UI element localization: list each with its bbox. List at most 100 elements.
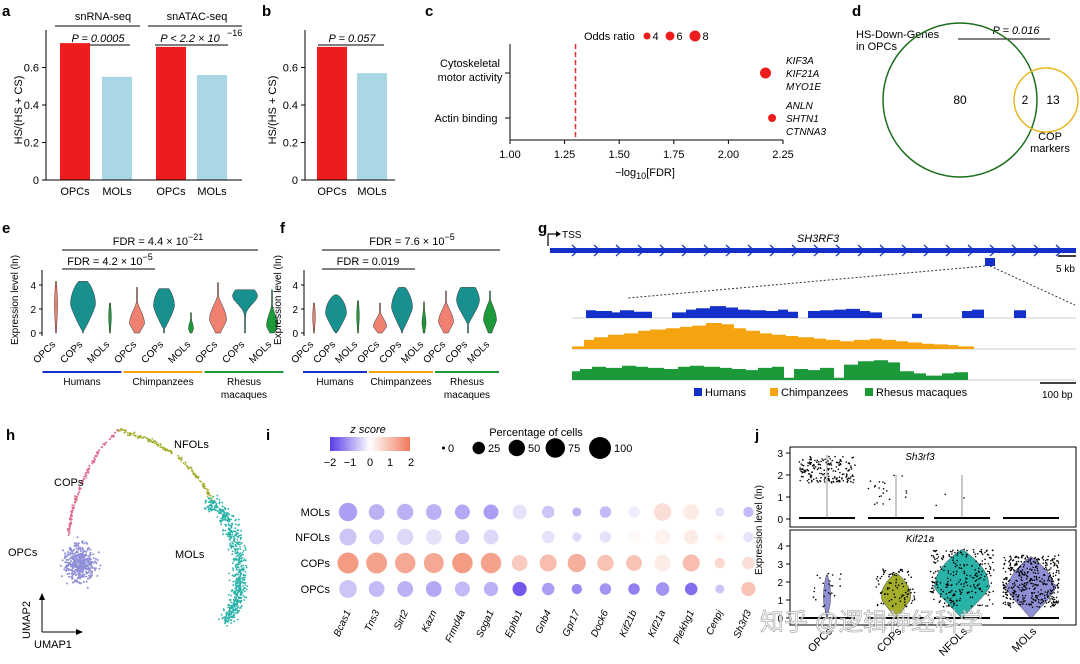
dot-mols	[483, 504, 499, 520]
cell-dot	[884, 482, 886, 485]
dot-nfols	[572, 532, 582, 542]
umap-cell-mols	[244, 546, 247, 549]
violin-cops	[391, 287, 413, 334]
umap-cell-mols	[227, 507, 230, 510]
cell-dot	[1052, 575, 1055, 578]
cell-dot	[1024, 600, 1026, 602]
umap-cell-opcs	[63, 557, 66, 560]
gene-label: Sh3rf3	[732, 608, 755, 640]
cell-dot	[953, 602, 956, 604]
dot-nfols	[425, 529, 442, 545]
cell-dot	[1038, 576, 1041, 579]
cell-dot	[1029, 560, 1032, 562]
cell-dot	[973, 586, 976, 588]
dot-opcs	[628, 583, 640, 595]
cell-dot	[942, 605, 945, 608]
cell-dot	[1010, 586, 1013, 589]
umap-cell-opcs	[77, 559, 80, 562]
dot-mols	[512, 504, 527, 520]
x-tick-label: COPs	[377, 339, 404, 366]
cell-dot	[1042, 559, 1045, 561]
cell-dot	[978, 604, 981, 607]
cell-dot	[966, 574, 968, 577]
strand-arrow	[923, 244, 931, 257]
umap-cell-mols	[230, 610, 233, 613]
umap-cell-nfols	[149, 439, 152, 442]
umap-cell-mols	[232, 604, 234, 607]
cell-dot	[801, 468, 803, 471]
cell-dot	[901, 570, 904, 573]
cell-dot	[966, 584, 969, 587]
cell-dot	[959, 579, 962, 581]
strand-arrow	[791, 244, 799, 257]
umap-cell-mols	[224, 508, 227, 510]
umap-cell-opcs	[74, 554, 77, 557]
cell-dot	[830, 482, 833, 484]
cell-dot	[941, 558, 944, 561]
cell-dot	[838, 463, 840, 465]
cell-dot	[946, 582, 949, 585]
cell-dot	[1024, 594, 1027, 597]
umap-cell-opcs	[94, 569, 97, 572]
cell-dot	[1004, 559, 1007, 562]
cell-dot	[1033, 591, 1036, 594]
cell-dot	[972, 548, 975, 551]
cell-dot	[966, 554, 968, 556]
umap-cell-mols	[236, 538, 239, 541]
cell-dot	[827, 475, 830, 478]
cell-dot	[1015, 571, 1018, 573]
cell-dot	[1024, 573, 1026, 575]
umap-cell-mols	[233, 614, 236, 616]
venn-overlap: 2	[1022, 93, 1029, 107]
cell-dot	[834, 455, 836, 458]
cell-dot	[1003, 556, 1006, 559]
cell-dot	[894, 596, 896, 598]
umap-cell-mols	[236, 595, 239, 597]
umap-cell-nfols	[191, 470, 194, 473]
umap-cell-opcs	[81, 552, 84, 554]
row-label: NFOLs	[295, 532, 330, 544]
strand-arrow	[769, 244, 777, 257]
dot-nfols	[369, 529, 385, 545]
umap-cell-nfols	[143, 436, 146, 439]
cell-dot	[878, 495, 881, 498]
cell-dot	[1023, 561, 1026, 563]
species-label: Humans	[63, 377, 100, 388]
umap-cell-cops	[116, 428, 119, 431]
cell-dot	[974, 569, 976, 571]
cell-dot	[954, 590, 957, 593]
cell-dot	[899, 569, 902, 571]
violin-opcs	[209, 282, 227, 334]
cell-dot	[1044, 560, 1047, 562]
y-tick-label: 0.2	[283, 138, 298, 150]
umap-cell-mols	[241, 591, 243, 593]
strand-arrow	[725, 244, 733, 257]
umap-cell-opcs	[75, 565, 78, 568]
cell-dot	[1009, 597, 1011, 600]
dot-cops	[366, 552, 388, 574]
cell-dot	[821, 458, 823, 460]
umap-cell-opcs	[73, 571, 76, 574]
cell-dot	[1026, 572, 1029, 574]
cell-dot	[1053, 601, 1056, 604]
umap-cell-mols	[245, 588, 248, 591]
cell-dot	[1025, 578, 1028, 580]
cell-dot	[1043, 594, 1046, 597]
cell-dot	[942, 555, 945, 557]
cell-dot	[1019, 601, 1021, 603]
cell-dot	[1040, 599, 1043, 601]
cell-dot	[893, 474, 895, 477]
cell-dot	[958, 589, 961, 591]
umap-cell-mols	[231, 606, 234, 609]
cell-dot	[951, 594, 954, 597]
umap-cell-mols	[235, 586, 238, 589]
umap-cell-mols	[234, 527, 237, 530]
umap-cell-mols	[231, 541, 234, 543]
cell-dot	[1049, 589, 1052, 591]
cell-dot	[1012, 595, 1015, 598]
umap-cell-opcs	[77, 574, 80, 577]
umap-cell-opcs	[69, 551, 72, 554]
umap-cell-mols	[227, 513, 230, 516]
dot-mols	[338, 502, 358, 522]
